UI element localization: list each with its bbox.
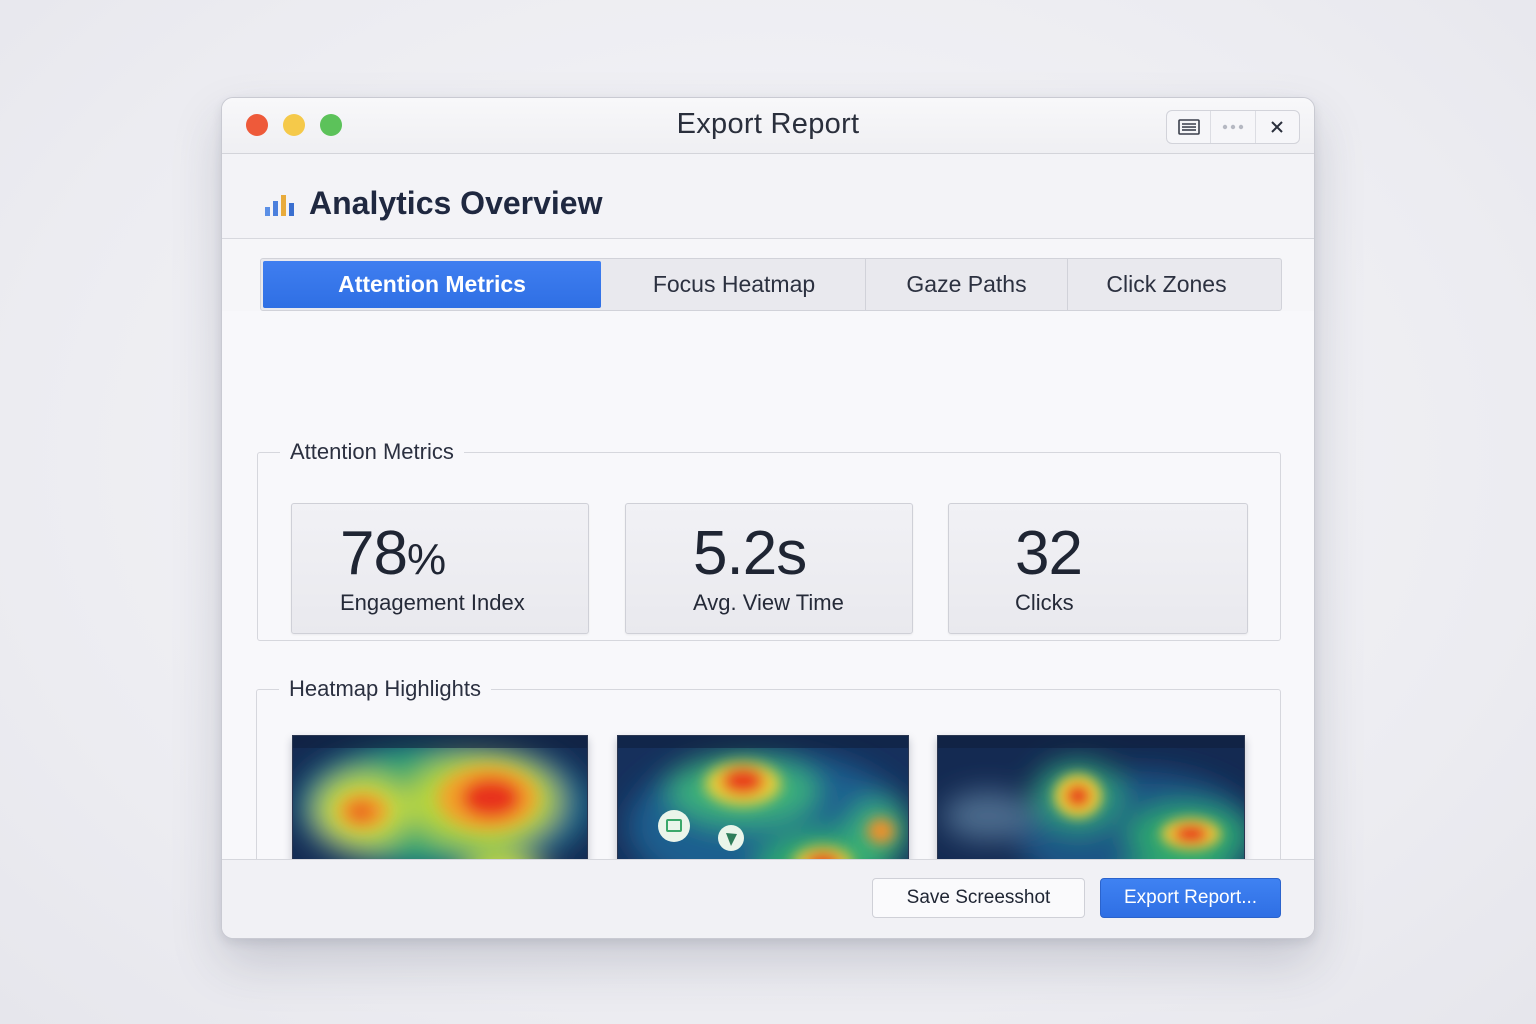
tab-attention-metrics[interactable]: Attention Metrics bbox=[263, 261, 601, 308]
metric-label: Engagement Index bbox=[340, 590, 525, 615]
export-report-window: Export Report bbox=[221, 97, 1315, 939]
more-icon bbox=[1222, 124, 1244, 130]
title-bar-controls bbox=[1166, 110, 1300, 144]
metric-value: 78% bbox=[340, 518, 446, 589]
attention-metrics-legend: Attention Metrics bbox=[290, 439, 454, 464]
close-icon bbox=[1271, 121, 1284, 133]
metric-number: 5.2s bbox=[693, 519, 807, 588]
tab-bar: Attention Metrics Focus Heatmap Gaze Pat… bbox=[260, 258, 1282, 311]
title-bar: Export Report bbox=[222, 98, 1314, 154]
sidebar-icon bbox=[1177, 119, 1200, 135]
more-options-button[interactable] bbox=[1211, 111, 1256, 143]
tab-gaze-paths[interactable]: Gaze Paths bbox=[866, 259, 1068, 310]
attention-metrics-group: Attention Metrics 78% Engagement Index 5… bbox=[257, 439, 1281, 641]
window-title: Export Report bbox=[676, 108, 860, 140]
heatmap-highlights-legend: Heatmap Highlights bbox=[289, 676, 481, 701]
save-screenshot-button[interactable]: Save Screesshot bbox=[872, 878, 1085, 918]
metric-label: Clicks bbox=[1015, 590, 1074, 615]
minimize-window-button[interactable] bbox=[283, 114, 305, 136]
metric-number: 78 bbox=[340, 519, 408, 588]
main-content: Attention Metrics Focus Heatmap Gaze Pat… bbox=[222, 239, 1314, 918]
sidebar-toggle-button[interactable] bbox=[1167, 111, 1212, 143]
dialog-footer: Save Screesshot Export Report... bbox=[222, 859, 1314, 938]
metric-card-clicks: 32 Clicks bbox=[948, 503, 1248, 634]
tab-focus-heatmap[interactable]: Focus Heatmap bbox=[603, 259, 866, 310]
metric-number: 32 bbox=[1015, 519, 1083, 588]
metric-value: 32 bbox=[1015, 518, 1083, 589]
tab-click-zones[interactable]: Click Zones bbox=[1106, 271, 1227, 297]
metric-card-engagement: 78% Engagement Index bbox=[291, 503, 589, 634]
maximize-window-button[interactable] bbox=[320, 114, 342, 136]
metric-unit: % bbox=[406, 535, 446, 584]
bar-chart-icon bbox=[265, 195, 294, 216]
export-report-button[interactable]: Export Report... bbox=[1100, 878, 1281, 918]
metric-label: Avg. View Time bbox=[693, 590, 844, 615]
tab-panel: Attention Metrics 78% Engagement Index 5… bbox=[222, 311, 1314, 918]
page-header: Analytics Overview bbox=[222, 154, 1314, 239]
close-window-button[interactable] bbox=[246, 114, 268, 136]
page-title: Analytics Overview bbox=[309, 185, 603, 221]
close-button[interactable] bbox=[1256, 111, 1299, 143]
metric-card-view-time: 5.2s Avg. View Time bbox=[625, 503, 913, 634]
metric-value: 5.2s bbox=[693, 518, 807, 589]
